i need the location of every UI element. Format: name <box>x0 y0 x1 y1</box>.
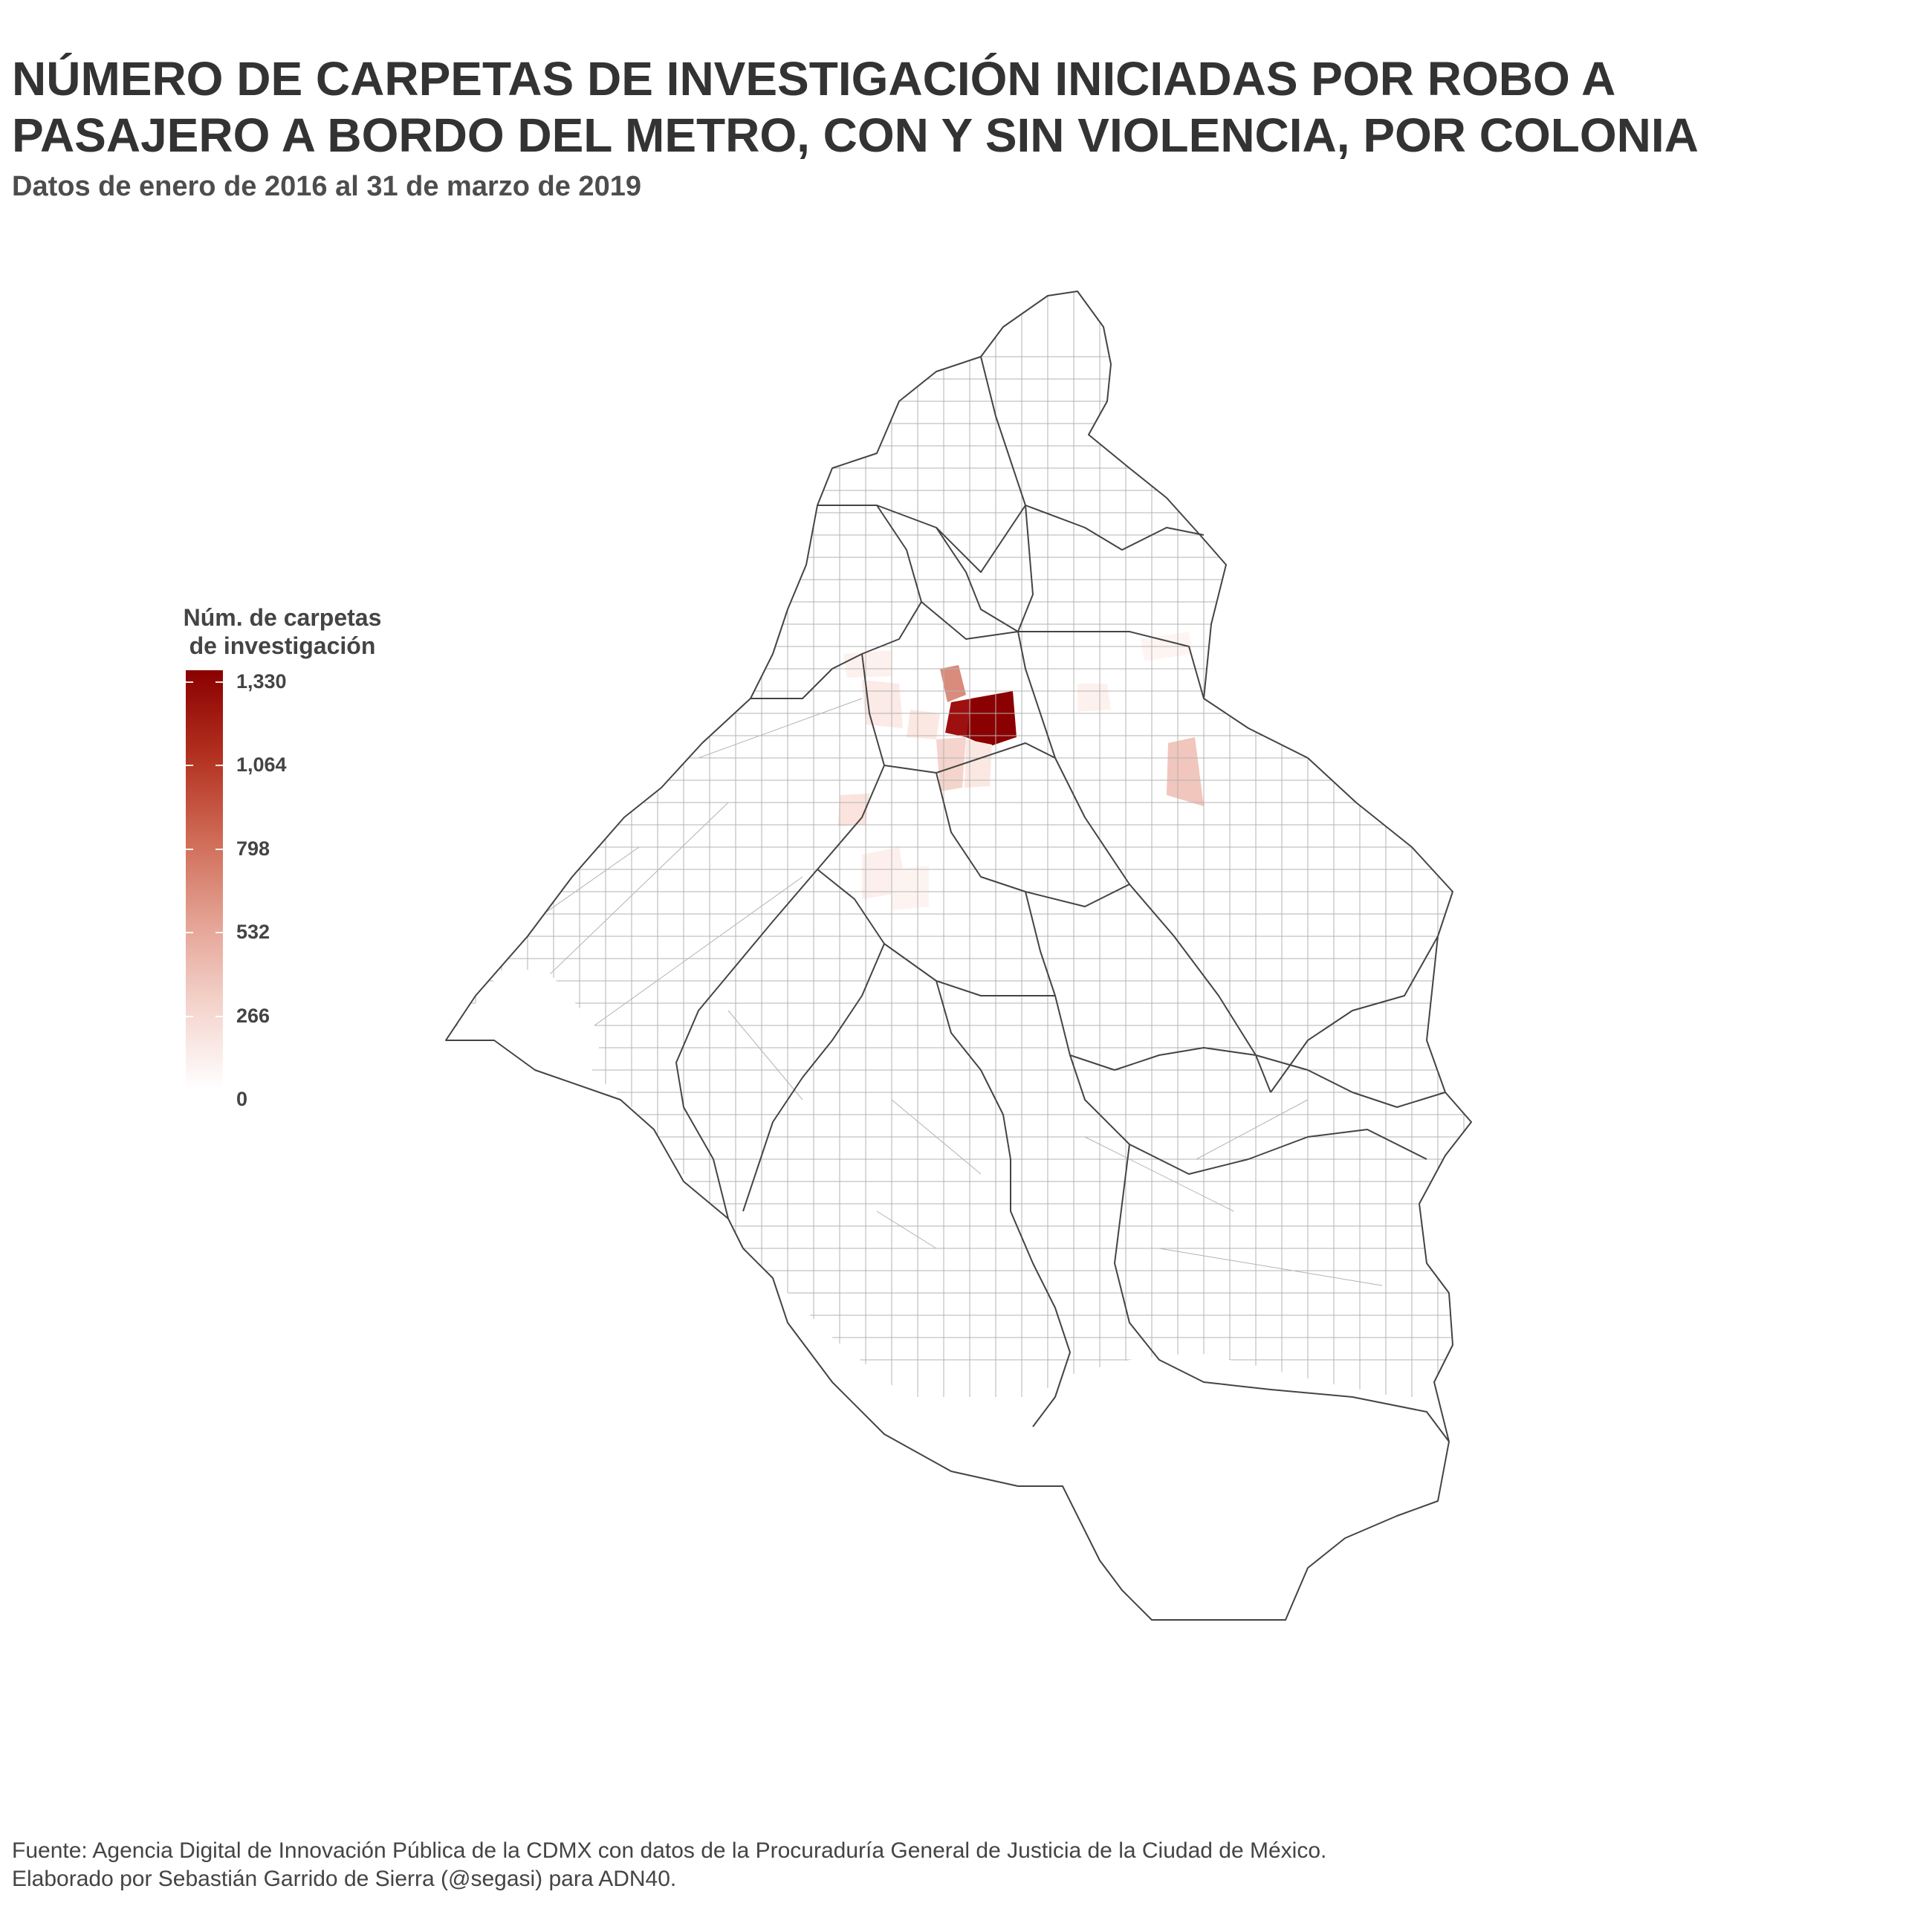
chart-title-line-2: PASAJERO A BORDO DEL METRO, CON Y SIN VI… <box>12 108 1699 162</box>
legend-tick-label: 1,064 <box>236 753 287 777</box>
legend-tick-mark <box>186 765 193 767</box>
legend-tick-label: 798 <box>236 837 270 860</box>
legend-tick-mark <box>186 932 193 934</box>
legend-tick-label: 1,330 <box>236 670 287 693</box>
colonia-centro-west <box>945 698 972 737</box>
colonia-santa-maria <box>907 710 940 739</box>
legend-title: Núm. de carpetas de investigación <box>149 603 416 660</box>
colonia-centro-max <box>966 691 1017 747</box>
legend-tick-label: 266 <box>236 1004 270 1027</box>
legend-title-line-2: de investigación <box>189 632 376 659</box>
legend-tick-mark <box>215 1015 223 1017</box>
chart-title-line-1: NÚMERO DE CARPETAS DE INVESTIGACIÓN INIC… <box>12 52 1616 106</box>
colonia-azcapotzalco-east <box>843 650 892 678</box>
colonia-moctezuma <box>1077 684 1111 712</box>
colonia-doctores <box>965 739 992 788</box>
caption-source: Fuente: Agencia Digital de Innovación Pú… <box>12 1838 1327 1863</box>
legend-tick-mark <box>215 681 223 683</box>
legend-tick-mark <box>186 1015 193 1017</box>
legend-tick-mark <box>215 1099 223 1100</box>
colonia-guerrero <box>940 665 966 702</box>
colonia-tacuba <box>862 680 903 728</box>
chart-subtitle: Datos de enero de 2016 al 31 de marzo de… <box>12 171 641 202</box>
chart-title: NÚMERO DE CARPETAS DE INVESTIGACIÓN INIC… <box>12 51 1914 163</box>
legend-tick-mark <box>215 848 223 850</box>
legend-color-bar <box>186 670 223 1089</box>
legend-title-line-1: Núm. de carpetas <box>183 604 382 631</box>
legend-tick-label: 0 <box>236 1088 248 1110</box>
cdmx-colonias-map <box>445 291 1472 1621</box>
legend-tick-label: 532 <box>236 921 270 944</box>
chart-caption: Fuente: Agencia Digital de Innovación Pú… <box>12 1837 1914 1893</box>
legend-tick-mark <box>215 932 223 934</box>
legend-tick-mark <box>186 848 193 850</box>
legend-tick-mark <box>186 1099 193 1100</box>
colonia-mixcoac <box>892 866 929 910</box>
legend-tick-mark <box>215 765 223 767</box>
colonia-pantitlan <box>1167 737 1204 806</box>
caption-credit: Elaborado por Sebastián Garrido de Sierr… <box>12 1867 677 1891</box>
legend-tick-mark <box>186 681 193 683</box>
